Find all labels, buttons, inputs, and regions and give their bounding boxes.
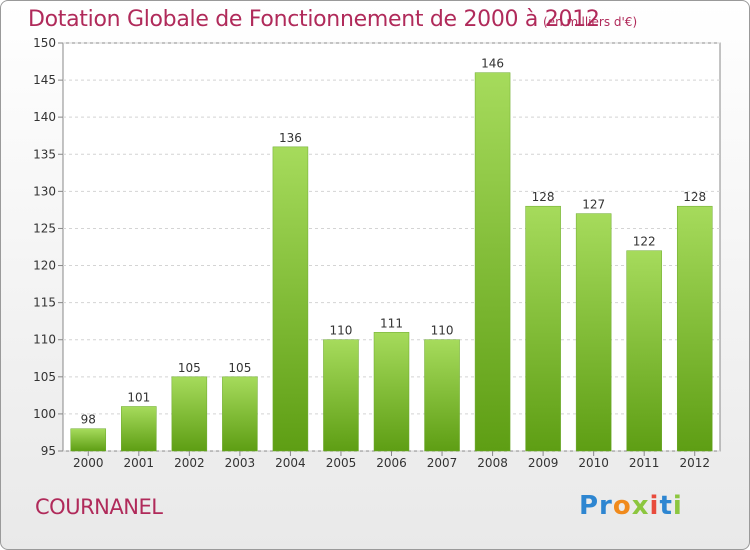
y-tick-label: 150 [33,36,56,50]
chart-title: Dotation Globale de Fonctionnement de 20… [28,7,600,32]
x-tick-label: 2000 [73,456,104,470]
bar [525,205,561,452]
x-tick-label: 2010 [578,456,609,470]
y-tick-label: 140 [33,110,56,124]
bar-value-label: 98 [81,413,96,427]
bar-value-label: 128 [532,190,555,204]
bar [171,376,208,452]
logo-part: t [659,491,673,521]
bar [323,339,359,452]
bar [222,376,258,452]
bar [676,205,713,452]
bar-value-label: 127 [582,198,605,212]
x-tick-label: 2006 [376,456,407,470]
y-tick-label: 120 [33,259,56,273]
y-tick-label: 105 [33,370,56,384]
x-tick-label: 2012 [679,456,710,470]
bar-value-label: 105 [228,361,251,375]
y-tick-label: 100 [33,407,56,421]
y-tick-label: 115 [33,296,56,310]
x-tick-label: 2004 [275,456,306,470]
x-tick-label: 2007 [427,456,458,470]
proxiti-logo: Proxiti [579,491,683,521]
y-tick-label: 95 [41,444,56,458]
chart-unit: (en milliers d'€) [543,15,638,29]
bar [626,250,662,452]
bar-value-label: 128 [683,190,706,204]
logo-part: i [672,491,683,521]
bar [474,72,511,452]
x-tick-label: 2009 [528,456,559,470]
bar [575,213,612,452]
bar-value-label: 110 [330,324,353,338]
bar [121,406,157,452]
x-tick-label: 2003 [225,456,256,470]
logo-part: x [631,491,650,521]
bar-value-label: 136 [279,131,302,145]
x-tick-label: 2005 [326,456,357,470]
commune-name: COURNANEL [35,495,163,519]
bar-value-label: 122 [633,235,656,249]
y-tick-label: 130 [33,184,56,198]
x-tick-label: 2008 [477,456,508,470]
bar [272,146,309,452]
bar [424,339,460,452]
x-tick-label: 2002 [174,456,205,470]
bar-value-label: 110 [431,324,454,338]
x-tick-label: 2001 [124,456,155,470]
bar-value-label: 111 [380,316,403,330]
logo-part: i [649,491,660,521]
bar-value-label: 101 [127,390,150,404]
bar [373,332,410,452]
bar [70,428,107,452]
x-tick-label: 2011 [629,456,660,470]
bar-value-label: 105 [178,361,201,375]
logo-part: Pr [579,491,613,521]
y-tick-label: 145 [33,73,56,87]
y-tick-label: 135 [33,147,56,161]
bar-value-label: 146 [481,57,504,71]
y-tick-label: 110 [33,333,56,347]
logo-part: o [612,491,632,521]
y-tick-label: 125 [33,221,56,235]
